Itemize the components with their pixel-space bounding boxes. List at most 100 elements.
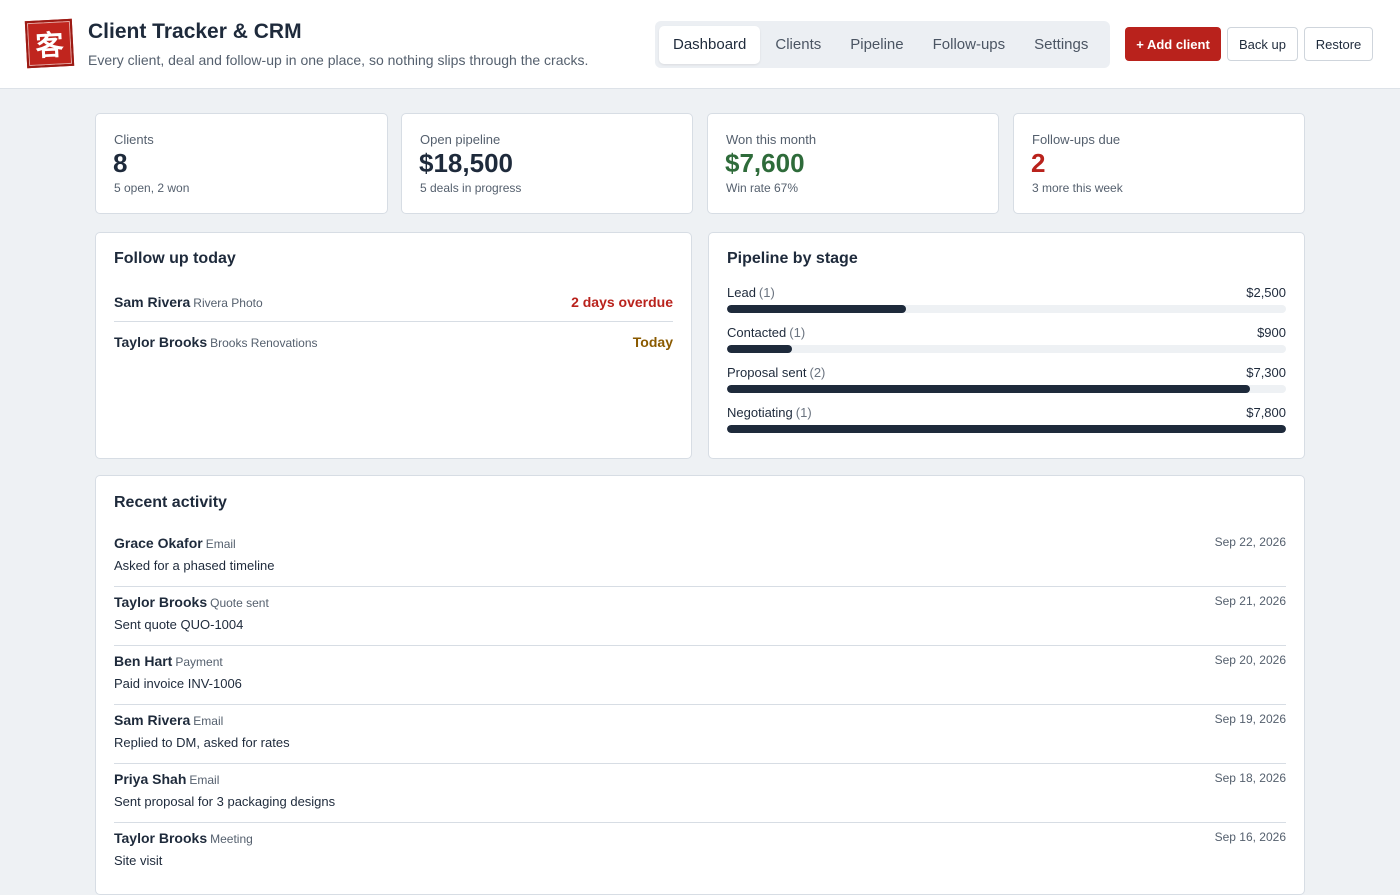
stat-value: $18,500: [419, 148, 513, 178]
activity-type: Meeting: [210, 832, 253, 846]
stage-bar-track: [727, 385, 1286, 393]
activity-description: Asked for a phased timeline: [114, 558, 275, 573]
stage-bar-fill: [727, 305, 907, 313]
stat-subtext: 3 more this week: [1032, 181, 1123, 195]
stage-count: (1): [789, 325, 806, 340]
activity-description: Paid invoice INV-1006: [114, 676, 242, 691]
activity-client: Ben Hart: [114, 653, 173, 669]
activity-client: Grace Okafor: [114, 535, 203, 551]
follow-up-status: Today: [632, 333, 673, 350]
activity-date: Sep 21, 2026: [1214, 594, 1286, 608]
activity-item[interactable]: Taylor Brooks Quote sent Sent quote QUO-1…: [114, 587, 1286, 646]
follow-up-item[interactable]: Taylor Brooks Brooks Renovations Today: [114, 322, 673, 361]
tab-dashboard[interactable]: Dashboard: [659, 25, 761, 64]
stat-subtext: 5 deals in progress: [420, 181, 522, 195]
add-client-button[interactable]: + Add client: [1125, 27, 1221, 61]
activity-date: Sep 20, 2026: [1214, 653, 1286, 667]
tab-pipeline[interactable]: Pipeline: [850, 36, 904, 53]
app-header: 客 Client Tracker & CRM Every client, dea…: [0, 0, 1400, 89]
tab-settings[interactable]: Settings: [1034, 36, 1089, 53]
stage-count: (1): [795, 405, 812, 420]
activity-item[interactable]: Taylor Brooks Meeting Site visit Sep 16, …: [114, 823, 1286, 882]
pipeline-by-stage-panel: Pipeline by stage Lead (1) $2,500 Contact…: [708, 232, 1305, 459]
client-name: Taylor Brooks: [114, 333, 208, 350]
backup-button[interactable]: Back up: [1227, 27, 1298, 61]
activity-description: Site visit: [114, 853, 163, 868]
pipeline-stage-lead: Lead (1) $2,500: [727, 285, 1286, 319]
activity-description: Sent quote QUO-1004: [114, 617, 244, 632]
client-name: Sam Rivera: [114, 294, 191, 310]
section-title: Recent activity: [114, 494, 227, 511]
app-subtitle: Every client, deal and follow-up in one …: [88, 52, 589, 68]
activity-client: Sam Rivera: [114, 712, 191, 728]
pipeline-stage-negotiating: Negotiating (1) $7,800: [727, 405, 1286, 439]
follow-up-item[interactable]: Sam Rivera Rivera Photo 2 days overdue: [114, 283, 673, 322]
follow-up-today-panel: Follow up today Sam Rivera Rivera Photo 2…: [95, 232, 692, 459]
activity-item[interactable]: Priya Shah Email Sent proposal for 3 pack…: [114, 764, 1286, 823]
logo-glyph: 客: [34, 27, 65, 63]
activity-item[interactable]: Grace Okafor Email Asked for a phased tim…: [114, 528, 1286, 587]
client-company: Brooks Renovations: [210, 335, 318, 350]
pipeline-stage-proposal-sent: Proposal sent (2) $7,300: [727, 365, 1286, 399]
activity-type: Payment: [175, 655, 223, 669]
stage-amount: $7,800: [1246, 405, 1286, 420]
app-logo: 客: [24, 18, 75, 69]
activity-type: Email: [205, 537, 236, 551]
recent-activity-panel: Recent activity Grace Okafor Email Asked …: [95, 475, 1305, 895]
tab-follow-ups[interactable]: Follow-ups: [932, 36, 1006, 53]
stat-label: Won this month: [726, 132, 817, 147]
activity-type: Email: [189, 773, 220, 787]
stat-value: 8: [113, 148, 128, 178]
activity-client: Taylor Brooks: [114, 830, 208, 846]
stat-card-open-pipeline: Open pipeline $18,500 5 deals in progres…: [401, 113, 693, 214]
activity-description: Sent proposal for 3 packaging designs: [114, 794, 336, 809]
section-title: Follow up today: [114, 250, 236, 267]
stat-card-follow-ups-due: Follow-ups due 2 3 more this week: [1013, 113, 1305, 214]
activity-date: Sep 19, 2026: [1214, 712, 1286, 726]
stat-subtext: Win rate 67%: [726, 181, 799, 195]
stat-subtext: 5 open, 2 won: [114, 181, 190, 195]
stat-card-clients: Clients 8 5 open, 2 won: [95, 113, 388, 214]
stage-bar-fill: [727, 385, 1251, 393]
stage-bar-track: [727, 425, 1286, 433]
stage-amount: $2,500: [1246, 285, 1286, 300]
activity-date: Sep 22, 2026: [1214, 535, 1286, 549]
client-company: Rivera Photo: [193, 296, 263, 310]
section-title: Pipeline by stage: [727, 250, 858, 267]
stat-label: Clients: [114, 132, 154, 147]
stage-name: Negotiating: [727, 405, 793, 420]
tab-clients[interactable]: Clients: [775, 36, 822, 53]
activity-type: Quote sent: [210, 596, 269, 610]
activity-date: Sep 18, 2026: [1214, 771, 1286, 785]
stage-count: (1): [758, 285, 775, 300]
pipeline-stage-contacted: Contacted (1) $900: [727, 325, 1286, 359]
stage-count: (2): [809, 365, 826, 380]
stage-bar-fill: [727, 425, 1286, 433]
activity-date: Sep 16, 2026: [1214, 830, 1286, 844]
stat-value: 2: [1031, 148, 1046, 178]
activity-item[interactable]: Sam Rivera Email Replied to DM, asked for…: [114, 705, 1286, 764]
stage-name: Proposal sent: [727, 365, 807, 380]
stage-name: Contacted: [727, 325, 787, 340]
stage-bar-track: [727, 345, 1286, 353]
stat-label: Open pipeline: [420, 132, 501, 147]
stage-amount: $900: [1257, 325, 1286, 340]
stage-amount: $7,300: [1246, 365, 1286, 380]
activity-client: Taylor Brooks: [114, 594, 208, 610]
stage-bar-fill: [727, 345, 792, 353]
follow-up-client: Sam Rivera Rivera Photo: [114, 294, 263, 310]
activity-description: Replied to DM, asked for rates: [114, 735, 290, 750]
restore-button[interactable]: Restore: [1304, 27, 1373, 61]
main-nav-tabs: Dashboard Clients Pipeline Follow-ups Se…: [655, 21, 1110, 68]
activity-client: Priya Shah: [114, 771, 187, 787]
stat-label: Follow-ups due: [1032, 132, 1121, 147]
stat-value: $7,600: [725, 148, 805, 178]
stage-bar-track: [727, 305, 1286, 313]
activity-item[interactable]: Ben Hart Payment Paid invoice INV-1006 Se…: [114, 646, 1286, 705]
stage-name: Lead: [727, 285, 756, 300]
follow-up-client: Taylor Brooks Brooks Renovations: [114, 334, 318, 350]
stat-card-won-this-month: Won this month $7,600 Win rate 67%: [707, 113, 999, 214]
app-title: Client Tracker & CRM: [88, 20, 302, 43]
follow-up-status: 2 days overdue: [571, 294, 673, 310]
activity-type: Email: [193, 714, 224, 728]
